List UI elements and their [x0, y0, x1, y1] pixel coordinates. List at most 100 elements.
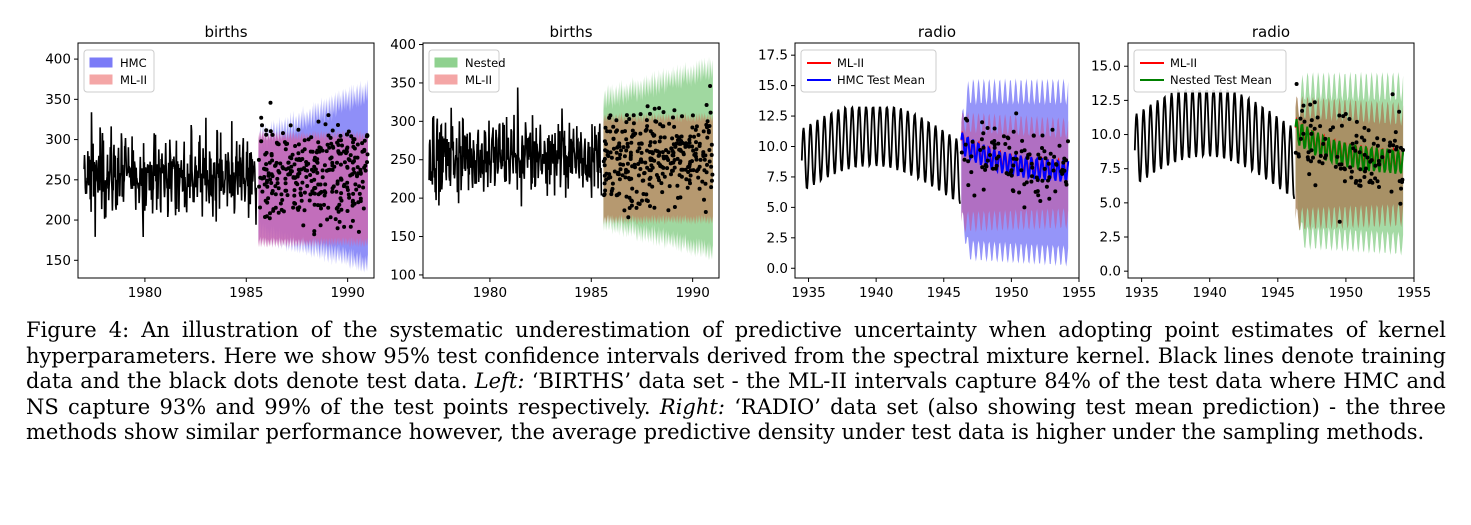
test-point	[339, 177, 344, 182]
test-point	[1347, 117, 1352, 121]
test-point	[680, 114, 684, 119]
test-point	[345, 180, 350, 185]
y-tick-label: 0.0	[1100, 264, 1121, 280]
test-point	[1009, 173, 1014, 178]
test-point	[624, 137, 629, 142]
test-point	[650, 184, 655, 189]
test-point	[304, 175, 309, 179]
test-point	[710, 172, 715, 177]
test-point	[358, 199, 363, 204]
test-point	[314, 150, 319, 155]
test-point	[327, 145, 332, 150]
test-point	[603, 188, 608, 193]
test-point	[345, 209, 350, 213]
test-point	[308, 149, 313, 154]
test-point	[283, 176, 288, 181]
test-point	[1369, 171, 1374, 176]
test-point	[1007, 145, 1012, 150]
test-point	[1321, 141, 1326, 146]
test-point	[320, 175, 325, 180]
test-point	[620, 129, 625, 134]
test-point	[345, 164, 350, 169]
test-point	[1376, 162, 1381, 166]
test-point	[687, 144, 691, 149]
test-point	[628, 157, 633, 161]
test-point	[1003, 142, 1008, 146]
test-point	[687, 140, 692, 145]
test-point	[281, 209, 286, 214]
test-point	[362, 138, 367, 143]
test-point	[618, 152, 623, 157]
y-tick-label: 300	[45, 132, 71, 148]
plot-area	[1133, 71, 1405, 256]
test-point	[645, 148, 649, 153]
test-point	[660, 124, 665, 129]
test-point	[607, 172, 612, 177]
test-point	[616, 144, 621, 149]
test-point	[269, 153, 274, 158]
test-point	[640, 198, 644, 203]
test-point	[652, 133, 657, 138]
test-point	[264, 150, 269, 155]
test-point	[1354, 133, 1359, 138]
test-point	[1351, 146, 1356, 151]
test-point	[1308, 102, 1313, 107]
test-point	[688, 134, 693, 139]
test-point	[268, 100, 273, 105]
test-point	[614, 150, 619, 155]
test-point	[307, 198, 312, 203]
test-point	[1376, 159, 1381, 163]
test-point	[1315, 115, 1320, 120]
test-point	[326, 205, 331, 210]
test-point	[637, 146, 642, 151]
test-point	[630, 186, 635, 191]
test-point	[608, 175, 613, 180]
y-tick-label: 12.5	[758, 109, 788, 125]
test-point	[280, 165, 285, 170]
test-point	[660, 150, 665, 155]
test-point	[990, 140, 994, 145]
test-point	[342, 183, 346, 188]
y-tick-label: 100	[390, 267, 416, 283]
test-point	[631, 113, 636, 118]
test-point	[670, 136, 675, 141]
test-point	[638, 131, 643, 136]
test-point	[1401, 148, 1405, 152]
test-point	[645, 124, 650, 129]
test-point	[292, 188, 297, 193]
legend-box	[800, 49, 937, 93]
test-point	[705, 119, 710, 124]
test-point	[1019, 168, 1024, 173]
test-point	[703, 181, 708, 186]
test-point	[291, 205, 296, 210]
test-point	[669, 146, 674, 151]
test-point	[350, 218, 355, 223]
test-point	[358, 167, 363, 172]
test-point	[709, 178, 714, 183]
test-point	[323, 182, 328, 187]
test-point	[1298, 116, 1303, 121]
test-point	[644, 127, 649, 132]
test-points	[1293, 82, 1405, 224]
panel-4: radio 1935 1940 1945 1950 1955 0.0 2.5 5.0 7.5 10.…	[1091, 23, 1431, 301]
test-point	[262, 175, 266, 180]
test-point	[635, 149, 640, 154]
test-point	[608, 129, 613, 134]
test-point	[278, 201, 283, 206]
test-point	[349, 134, 354, 139]
test-point	[292, 162, 297, 167]
test-point	[674, 141, 679, 146]
test-point	[609, 192, 614, 197]
y-tick-label: 200	[45, 213, 71, 229]
test-point	[333, 217, 338, 222]
test-point	[281, 131, 285, 136]
axes-frame	[77, 42, 375, 279]
x-tick-label: 1985	[574, 285, 608, 301]
test-point	[666, 208, 671, 213]
y-tick-label: 2.5	[1100, 230, 1121, 246]
test-point	[345, 188, 350, 192]
test-point	[354, 187, 359, 192]
test-point	[627, 195, 632, 200]
x-tick-label: 1945	[927, 285, 961, 301]
test-point	[647, 143, 652, 148]
